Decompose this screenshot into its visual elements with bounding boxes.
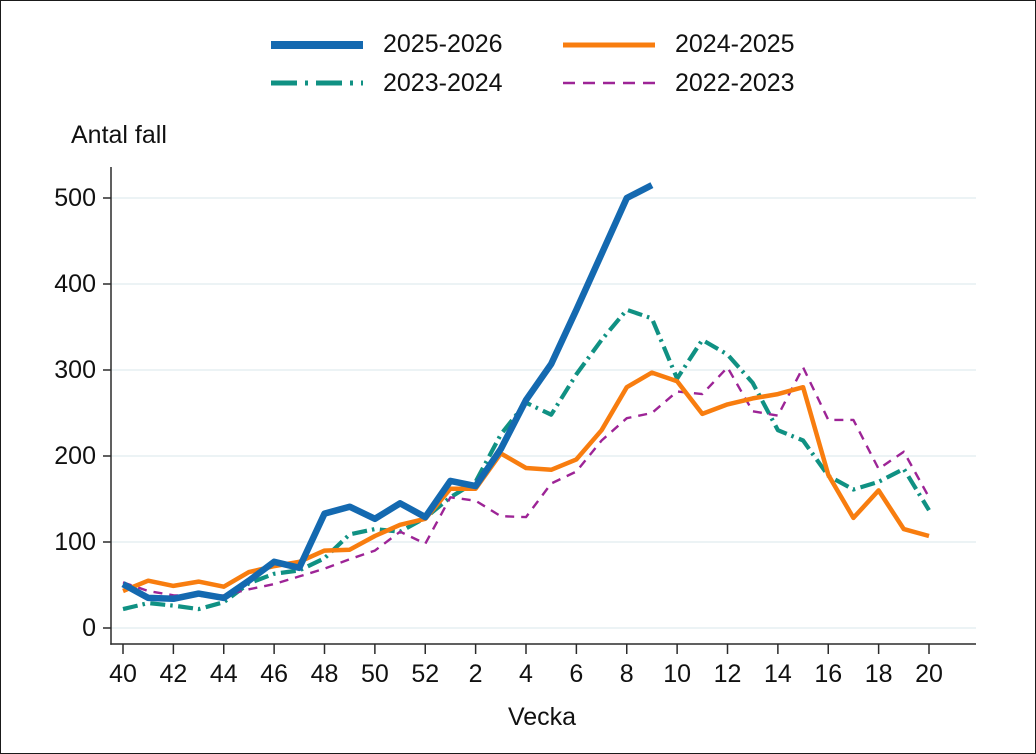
series-line-2023-2024 [122,307,931,612]
legend-label-2022-2023: 2022-2023 [675,68,795,97]
x-tick-label-16: 16 [814,660,842,688]
y-tick-label-100: 100 [54,528,96,556]
legend-label-2024-2025: 2024-2025 [675,30,795,58]
x-tick-label-46: 46 [260,660,288,688]
x-tick-label-8: 8 [620,660,634,688]
legend-label-2023-2024: 2023-2024 [383,68,503,97]
y-tick-label-500: 500 [54,184,96,212]
x-tick-label-50: 50 [361,660,389,688]
x-tick-label-14: 14 [764,660,792,688]
legend-label-2025-2026: 2025-2026 [383,30,503,58]
x-tick-label-18: 18 [865,660,893,688]
y-tick-label-300: 300 [54,356,96,384]
x-tick-label-44: 44 [210,660,238,688]
legend-line-sample-2022-2023 [563,81,655,85]
y-tick-label-0: 0 [82,614,96,642]
x-tick-label-48: 48 [311,660,339,688]
x-axis-title: Vecka [507,703,577,731]
x-tick-label-4: 4 [519,660,533,688]
y-tick-label-200: 200 [54,442,96,470]
legend-line-sample-2025-2026 [271,40,363,49]
x-tick-label-40: 40 [109,660,137,688]
y-tick-label-400: 400 [54,270,96,298]
series-line-2024-2025 [122,370,930,594]
chart-legend: 2025-2026 2024-2025 2023-2024 2022-2023 [269,30,795,97]
x-tick-label-52: 52 [411,660,439,688]
x-tick-label-6: 6 [569,660,583,688]
legend-line-sample-2023-2024 [271,80,363,86]
x-tick-label-42: 42 [159,660,187,688]
series-line-2022-2023 [122,366,931,598]
y-axis-title: Antal fall [71,121,167,149]
x-tick-label-2: 2 [469,660,483,688]
series-line-2025-2026 [121,182,654,603]
x-tick-label-10: 10 [663,660,691,688]
x-tick-label-20: 20 [915,660,943,688]
legend-line-sample-2024-2025 [563,42,655,48]
x-tick-label-12: 12 [714,660,742,688]
